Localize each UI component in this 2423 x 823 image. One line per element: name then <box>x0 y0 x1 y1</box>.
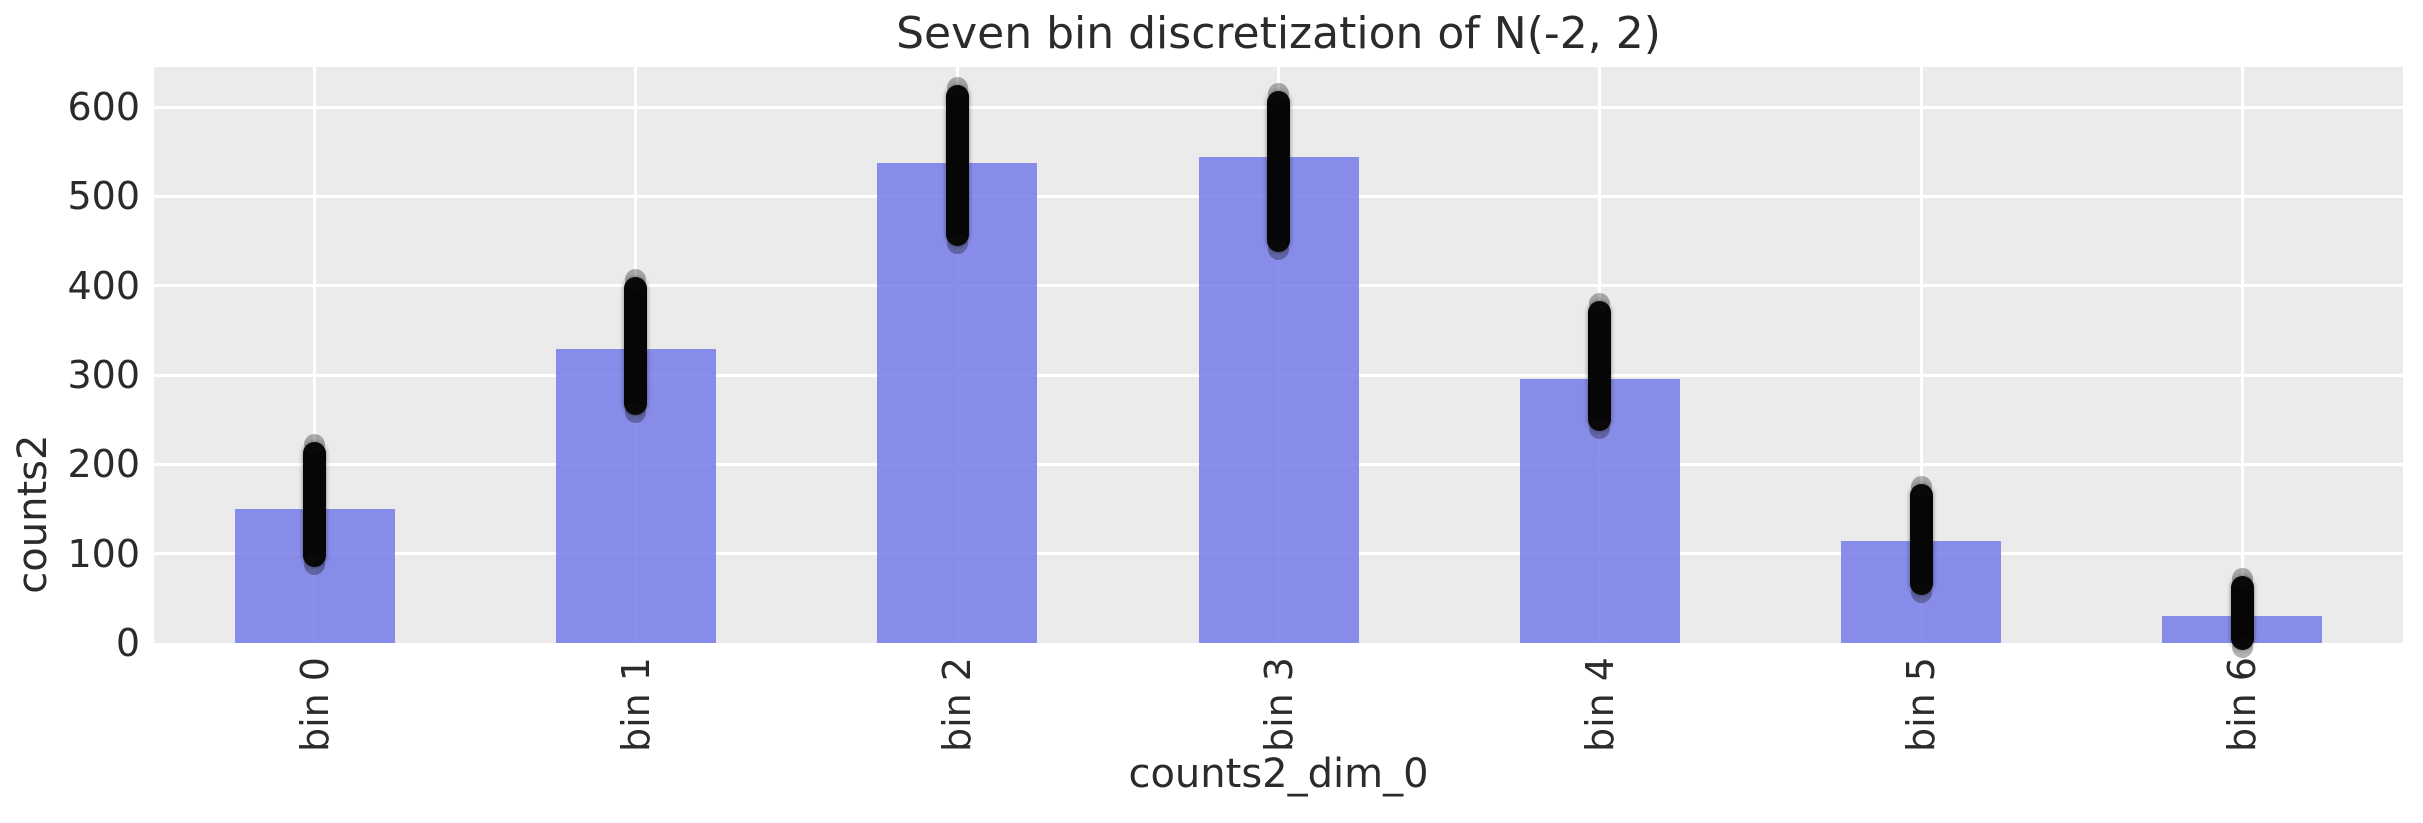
dot-cluster-bin-1 <box>624 268 648 423</box>
y-tick-100: 100 <box>67 531 140 576</box>
dot-cluster-bin-6 <box>2230 567 2254 659</box>
chart-title: Seven bin discretization of N(-2, 2) <box>896 8 1661 59</box>
gridline-x-0 <box>313 67 317 643</box>
y-tick-200: 200 <box>67 442 140 487</box>
dot-cluster-bin-2 <box>945 76 969 254</box>
x-tick-bin-4: bin 4 <box>1577 657 1622 753</box>
dot-cluster-bin-5 <box>1909 475 1933 603</box>
y-tick-300: 300 <box>67 353 140 398</box>
dot-cluster-bin-3 <box>1267 83 1290 260</box>
x-axis-label: counts2_dim_0 <box>1128 751 1429 797</box>
gridline-x-5 <box>1919 67 1923 643</box>
x-tick-bin-6: bin 6 <box>2220 657 2265 753</box>
plot-area <box>154 67 2403 659</box>
x-tick-bin-1: bin 1 <box>613 657 658 753</box>
dot-cluster-bin-4 <box>1588 292 1612 439</box>
y-tick-0: 0 <box>115 621 140 665</box>
y-tick-400: 400 <box>67 263 140 308</box>
x-tick-bin-5: bin 5 <box>1899 657 1944 753</box>
x-tick-bin-3: bin 3 <box>1256 657 1301 753</box>
dot-cluster-bin-0 <box>303 433 327 576</box>
y-tick-500: 500 <box>67 174 140 219</box>
y-tick-600: 600 <box>67 85 140 130</box>
x-tick-bin-0: bin 0 <box>292 657 337 753</box>
gridline-x-6 <box>2240 67 2244 643</box>
x-tick-bin-2: bin 2 <box>935 657 980 753</box>
